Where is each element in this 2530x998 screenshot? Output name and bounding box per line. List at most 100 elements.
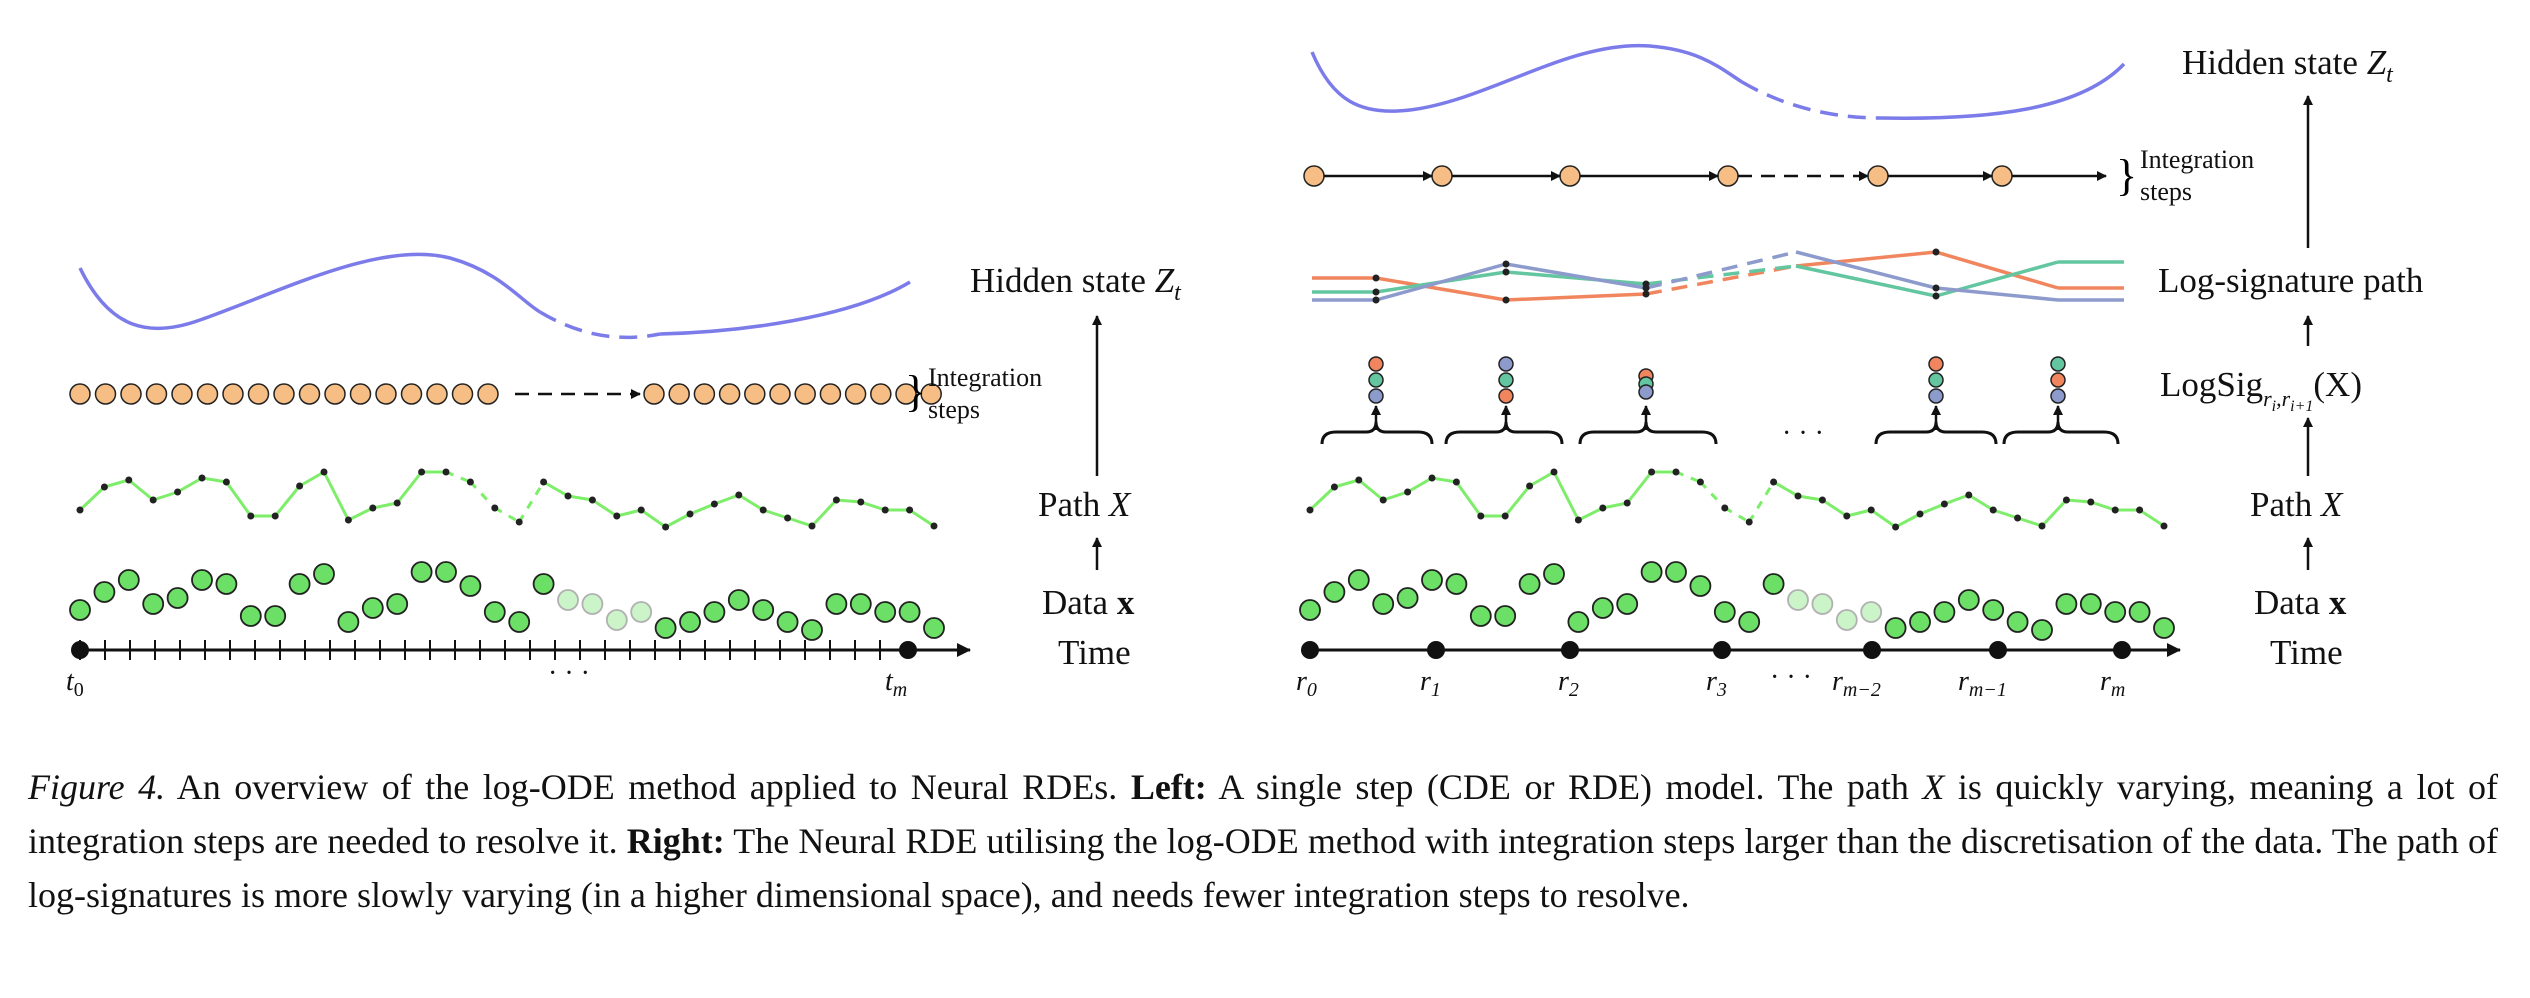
integration-node [349, 383, 372, 405]
path-segment [860, 500, 886, 512]
log-signature-segment [1935, 286, 2059, 302]
path-node [930, 522, 938, 530]
data-point [1860, 601, 1883, 623]
left-panel: } Integration steps t0 · · · tm Hidden s… [66, 252, 1182, 701]
path-node [369, 504, 377, 512]
path-segment [908, 508, 935, 528]
path-node [1843, 512, 1851, 520]
path-node [2136, 506, 2144, 514]
path-segment [2066, 498, 2091, 504]
integration-node [171, 383, 193, 405]
path-segment [347, 506, 374, 522]
integration-node [769, 383, 791, 405]
data-point [1591, 597, 1614, 619]
integration-node [375, 383, 397, 405]
data-point [776, 611, 799, 633]
data-point [361, 597, 384, 619]
log-signature-segment [1645, 264, 1797, 296]
time-marker-label: rm−2 [1832, 666, 1881, 701]
data-point [1372, 593, 1395, 615]
path-segment [1675, 470, 1701, 484]
data-point [1494, 605, 1517, 627]
path-node [2160, 522, 2168, 530]
path-node [1477, 512, 1485, 520]
path-node [1696, 478, 1704, 486]
path-node [1379, 496, 1387, 504]
left-integration-brace: } [905, 367, 926, 416]
log-signature-segment [1375, 276, 1507, 302]
path-node [1501, 512, 1509, 520]
left-hidden-state-label: Hidden state Zt [970, 261, 1182, 306]
time-marker-dot [2113, 641, 2131, 659]
data-point [1347, 569, 1370, 591]
path-node [1355, 476, 1363, 484]
path-node [125, 476, 133, 484]
path-node [1770, 478, 1778, 486]
logsig-dot [1928, 388, 1944, 404]
right-brace-ellipsis: · · · [1782, 418, 1824, 449]
logsig-dot [2050, 356, 2066, 372]
path-node [491, 504, 499, 512]
data-point [923, 617, 945, 639]
log-signature-segment [1645, 250, 1797, 290]
time-marker-label: r3 [1706, 666, 1727, 701]
figure-diagram: } Integration steps t0 · · · tm Hidden s… [66, 43, 2424, 701]
data-point [215, 573, 238, 595]
logsig-brace [1578, 421, 1718, 445]
path-segment [225, 481, 253, 517]
data-point [459, 575, 482, 597]
path-segment [1357, 478, 1385, 502]
data-point [727, 589, 750, 611]
data-point [239, 605, 262, 627]
data-point [2006, 611, 2029, 633]
left-integration-nodes [69, 383, 942, 405]
log-signature-segment [1505, 292, 1647, 302]
path-node [1550, 468, 1558, 476]
path-segment [640, 508, 667, 529]
path-node [442, 468, 450, 476]
integration-node [1431, 165, 1453, 187]
logsig-dot [1368, 388, 1384, 404]
path-segment [1870, 508, 1897, 529]
left-time-start-dot [71, 641, 89, 659]
data-point [849, 593, 872, 615]
log-signature-segment [1505, 262, 1647, 290]
right-hidden-state-label: Hidden state Zt [2182, 43, 2394, 88]
right-hidden-curve [1310, 43, 1743, 113]
path-segment [176, 476, 203, 494]
path-node [784, 514, 792, 522]
path-node [2111, 506, 2119, 514]
path-segment [1821, 498, 1848, 518]
path-segment [1455, 481, 1483, 517]
path-node [2087, 498, 2095, 506]
data-point [1884, 617, 1907, 639]
right-integration-label-2: steps [2140, 177, 2192, 206]
right-integration-brace: } [2116, 151, 2137, 200]
path-node [100, 483, 108, 491]
path-node [1745, 518, 1753, 526]
data-point [337, 611, 360, 633]
path-segment [1968, 493, 1994, 512]
logsig-dot [1498, 372, 1514, 388]
path-node [174, 488, 182, 496]
log-signature-node [1642, 284, 1650, 292]
path-node [613, 512, 621, 520]
path-segment [836, 498, 861, 504]
path-segment [298, 470, 325, 488]
integration-node [920, 383, 942, 405]
data-point [801, 619, 823, 641]
data-point [1640, 561, 1663, 583]
right-integration-label-1: Integration [2140, 145, 2254, 174]
log-signature-node [1372, 274, 1380, 282]
integration-node [870, 383, 892, 405]
data-point [1957, 589, 1980, 611]
logsig-dot [2050, 372, 2066, 388]
integration-node [400, 383, 423, 405]
path-segment [152, 490, 179, 502]
path-segment [445, 470, 471, 484]
path-segment [396, 471, 423, 504]
left-data-points [69, 561, 945, 641]
integration-node [94, 383, 117, 405]
path-segment [1431, 476, 1457, 484]
data-point [2153, 617, 2175, 639]
